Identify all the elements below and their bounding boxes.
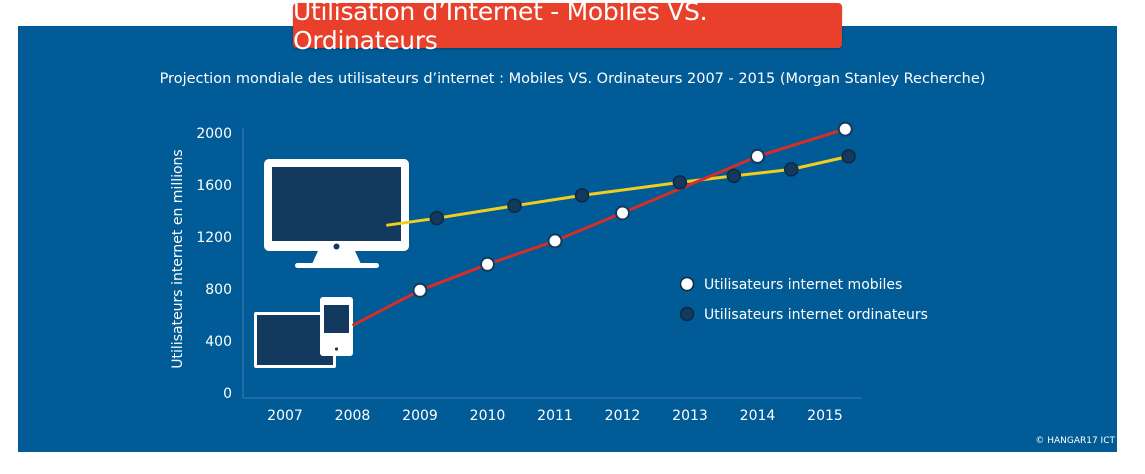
data-point-mobiles [480, 256, 495, 272]
legend-label: Utilisateurs internet mobiles [704, 277, 902, 293]
chart-panel [18, 26, 1117, 452]
data-point-mobiles [615, 205, 630, 221]
copyright-notice: © HANGAR17 ICT [1035, 436, 1115, 446]
series-layer [351, 121, 856, 327]
data-point-mobiles [412, 282, 428, 298]
chart-title-banner: Utilisation d’Internet - Mobiles VS. Ord… [293, 0, 842, 55]
data-point-mobiles [837, 121, 853, 137]
legend-marker [679, 306, 695, 322]
data-point-ordinateurs [574, 188, 590, 203]
y-tick-label: 800 [205, 282, 232, 298]
y-tick-label: 400 [205, 334, 232, 350]
series-line-mobiles [351, 127, 846, 327]
x-tick-label: 2014 [740, 408, 776, 424]
x-tick-label: 2012 [605, 408, 641, 424]
y-tick-label: 1600 [196, 178, 232, 194]
desktop-monitor-icon [264, 159, 409, 268]
legend: Utilisateurs internet mobiles Utilisateur… [679, 276, 928, 323]
smartphone-icon [320, 297, 353, 356]
chart-axes: 0 400 800 1200 1600 2000 2007 2008 2009 2010 2011 2… [170, 126, 862, 424]
y-tick-label: 0 [223, 386, 232, 402]
chart-subtitle: Projection mondiale des utilisateurs d’i… [159, 71, 986, 87]
x-tick-label: 2008 [335, 408, 371, 424]
data-point-ordinateurs [672, 175, 688, 190]
y-tick-label: 1200 [196, 230, 232, 246]
data-point-mobiles [547, 233, 563, 249]
legend-label: Utilisateurs internet ordinateurs [704, 307, 928, 323]
data-point-mobiles [750, 148, 765, 164]
x-tick-label: 2015 [807, 408, 843, 424]
y-axis-title: Utilisateurs internet en millions [170, 149, 186, 368]
x-tick-label: 2011 [537, 408, 573, 424]
y-tick-label: 2000 [196, 126, 232, 142]
chart-title: Utilisation d’Internet - Mobiles VS. Ord… [293, 0, 708, 55]
data-point-ordinateurs [784, 162, 799, 177]
x-tick-label: 2009 [402, 408, 438, 424]
data-point-ordinateurs [841, 149, 856, 164]
legend-marker [679, 276, 695, 292]
series-line-ordinateurs [386, 154, 849, 227]
x-tick-label: 2010 [470, 408, 506, 424]
data-point-ordinateurs [726, 168, 742, 184]
x-tick-label: 2007 [267, 408, 303, 424]
data-point-ordinateurs [429, 210, 445, 226]
data-point-ordinateurs [507, 198, 522, 214]
x-tick-label: 2013 [672, 408, 708, 424]
